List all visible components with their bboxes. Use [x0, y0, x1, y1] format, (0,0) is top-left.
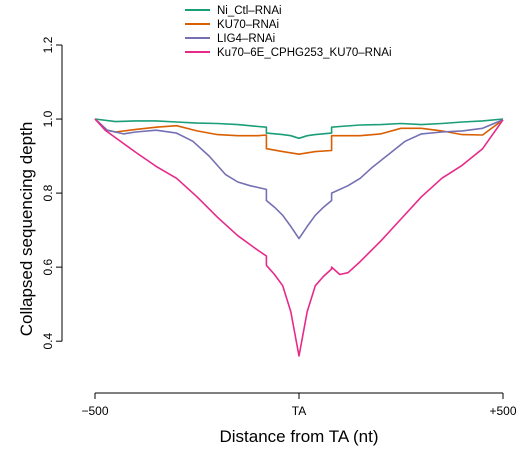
y-tick-label: 1.0 — [41, 110, 55, 127]
x-tick-label: +500 — [489, 404, 516, 418]
y-tick-label: 1.2 — [41, 36, 55, 53]
legend-label: LIG4–RNAi — [217, 33, 275, 45]
y-axis-label: Collapsed sequencing depth — [17, 122, 36, 337]
x-axis: Distance from TA (nt) −500 TA +500 — [81, 392, 517, 446]
series-line — [94, 118, 504, 240]
x-tick-label: TA — [292, 404, 306, 418]
x-axis-label: Distance from TA (nt) — [219, 427, 378, 446]
series-line — [94, 118, 504, 155]
legend-label: Ku70–6E_CPHG253_KU70–RNAi — [217, 47, 392, 59]
legend-label: Ni_Ctl–RNAi — [217, 5, 282, 17]
y-tick-label: 0.4 — [41, 333, 55, 350]
x-tick-label: −500 — [81, 404, 108, 418]
series-lines — [94, 118, 504, 357]
series-line — [94, 118, 504, 140]
y-tick-label: 0.6 — [41, 258, 55, 275]
series-line — [94, 118, 504, 357]
legend: Ni_Ctl–RNAi KU70–RNAi LIG4–RNAi Ku70–6E_CPH… — [185, 5, 392, 59]
legend-label: KU70–RNAi — [217, 19, 279, 31]
y-axis: Collapsed sequencing depth 0.4 0.6 0.8 1.0 1… — [17, 36, 63, 350]
y-tick-label: 0.8 — [41, 184, 55, 201]
